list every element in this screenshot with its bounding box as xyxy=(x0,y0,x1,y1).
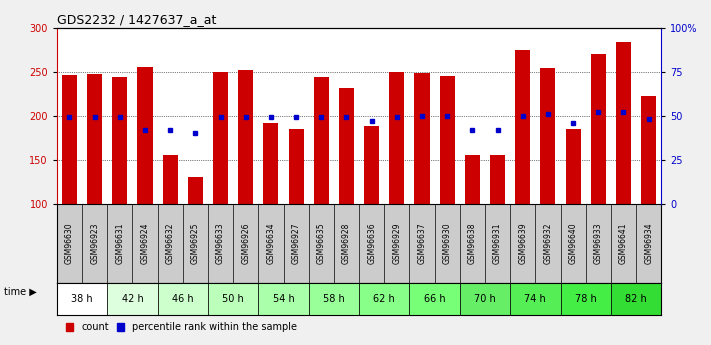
Text: GSM96638: GSM96638 xyxy=(468,223,477,264)
Text: GSM96932: GSM96932 xyxy=(543,223,552,264)
Text: 46 h: 46 h xyxy=(172,295,193,305)
Text: GSM96933: GSM96933 xyxy=(594,223,603,264)
Bar xyxy=(560,284,611,315)
Text: 54 h: 54 h xyxy=(272,295,294,305)
Bar xyxy=(137,67,153,204)
Bar xyxy=(490,155,505,204)
Bar xyxy=(439,76,455,204)
Bar xyxy=(616,42,631,204)
Bar xyxy=(309,284,359,315)
Bar xyxy=(339,88,354,204)
Bar xyxy=(611,284,661,315)
Bar xyxy=(591,54,606,204)
Text: GSM96641: GSM96641 xyxy=(619,223,628,264)
Text: GSM96634: GSM96634 xyxy=(267,223,275,264)
Text: GSM96930: GSM96930 xyxy=(443,223,451,264)
Bar xyxy=(107,284,158,315)
Text: GSM96640: GSM96640 xyxy=(569,223,577,264)
Text: 38 h: 38 h xyxy=(71,295,93,305)
Text: 66 h: 66 h xyxy=(424,295,445,305)
Bar xyxy=(410,284,460,315)
Bar xyxy=(364,126,379,204)
Text: GSM96925: GSM96925 xyxy=(191,223,200,264)
Text: 42 h: 42 h xyxy=(122,295,144,305)
Bar xyxy=(460,284,510,315)
Text: GSM96631: GSM96631 xyxy=(115,223,124,264)
Text: GDS2232 / 1427637_a_at: GDS2232 / 1427637_a_at xyxy=(57,13,216,27)
Bar xyxy=(565,129,581,204)
Bar xyxy=(188,177,203,204)
Text: GSM96927: GSM96927 xyxy=(292,223,301,264)
Text: GSM96929: GSM96929 xyxy=(392,223,401,264)
Text: GSM96633: GSM96633 xyxy=(216,223,225,264)
Text: 82 h: 82 h xyxy=(625,295,647,305)
Bar xyxy=(112,77,127,204)
Bar xyxy=(314,77,328,204)
Bar xyxy=(389,72,405,204)
Bar xyxy=(415,73,429,204)
Bar xyxy=(213,71,228,204)
Bar xyxy=(158,284,208,315)
Text: 70 h: 70 h xyxy=(474,295,496,305)
Bar xyxy=(515,50,530,204)
Text: time ▶: time ▶ xyxy=(4,287,36,296)
Text: GSM96630: GSM96630 xyxy=(65,223,74,264)
Text: GSM96931: GSM96931 xyxy=(493,223,502,264)
Text: GSM96924: GSM96924 xyxy=(141,223,149,264)
Bar xyxy=(258,284,309,315)
Text: 62 h: 62 h xyxy=(373,295,395,305)
Bar xyxy=(465,155,480,204)
Legend: count, percentile rank within the sample: count, percentile rank within the sample xyxy=(62,318,301,336)
Bar xyxy=(238,70,253,204)
Bar xyxy=(641,96,656,204)
Bar xyxy=(163,155,178,204)
Text: 74 h: 74 h xyxy=(525,295,546,305)
Text: GSM96928: GSM96928 xyxy=(342,223,351,264)
Text: 58 h: 58 h xyxy=(323,295,345,305)
Text: GSM96635: GSM96635 xyxy=(317,223,326,264)
Text: GSM96926: GSM96926 xyxy=(241,223,250,264)
Bar xyxy=(289,129,304,204)
Bar xyxy=(62,75,77,204)
Text: GSM96923: GSM96923 xyxy=(90,223,99,264)
Text: 78 h: 78 h xyxy=(574,295,597,305)
Text: GSM96639: GSM96639 xyxy=(518,223,528,264)
Bar xyxy=(87,74,102,204)
Text: GSM96636: GSM96636 xyxy=(367,223,376,264)
Bar xyxy=(540,68,555,204)
Bar xyxy=(510,284,560,315)
Text: GSM96632: GSM96632 xyxy=(166,223,175,264)
Bar xyxy=(208,284,258,315)
Bar xyxy=(359,284,410,315)
Text: GSM96637: GSM96637 xyxy=(417,223,427,264)
Text: GSM96934: GSM96934 xyxy=(644,223,653,264)
Bar xyxy=(57,284,107,315)
Text: 50 h: 50 h xyxy=(223,295,244,305)
Bar xyxy=(263,124,279,204)
